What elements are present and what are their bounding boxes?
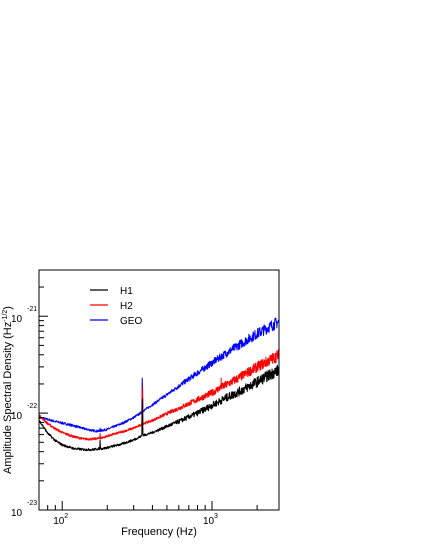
y-tick-label: 10 (11, 411, 23, 422)
y-tick-exponent: -22 (27, 403, 37, 410)
y-tick-exponent: -21 (27, 306, 37, 313)
plot-frame (38, 269, 280, 511)
series-layer (38, 317, 280, 452)
y-tick-label: 10 (11, 314, 23, 325)
legend-label-h1: H1 (120, 286, 133, 297)
legend-label-geo: GEO (120, 316, 142, 327)
y-tick-label: 10 (11, 508, 23, 519)
x-tick-label: 10 (53, 516, 65, 527)
y-axis-title: Amplitude Spectral Density (Hz-1/2) (2, 306, 14, 474)
legend: H1 H2 GEO (90, 286, 142, 327)
x-tick-exponent: 3 (214, 513, 218, 520)
legend-label-h2: H2 (120, 301, 133, 312)
x-axis-title: Frequency (Hz) (121, 526, 197, 538)
series-line-geo (38, 317, 280, 433)
y-axis-title-close: ) (2, 306, 14, 310)
y-tick-exponent: -23 (27, 500, 37, 507)
x-tick-label: 10 (203, 516, 215, 527)
series-line-h1 (38, 364, 280, 452)
tick-layer (38, 269, 258, 511)
x-tick-exponent: 2 (64, 513, 68, 520)
series-line-h2 (38, 349, 280, 441)
y-axis-title-main: Amplitude Spectral Density (Hz (2, 322, 14, 474)
y-axis-title-exponent: -1/2 (2, 310, 9, 322)
